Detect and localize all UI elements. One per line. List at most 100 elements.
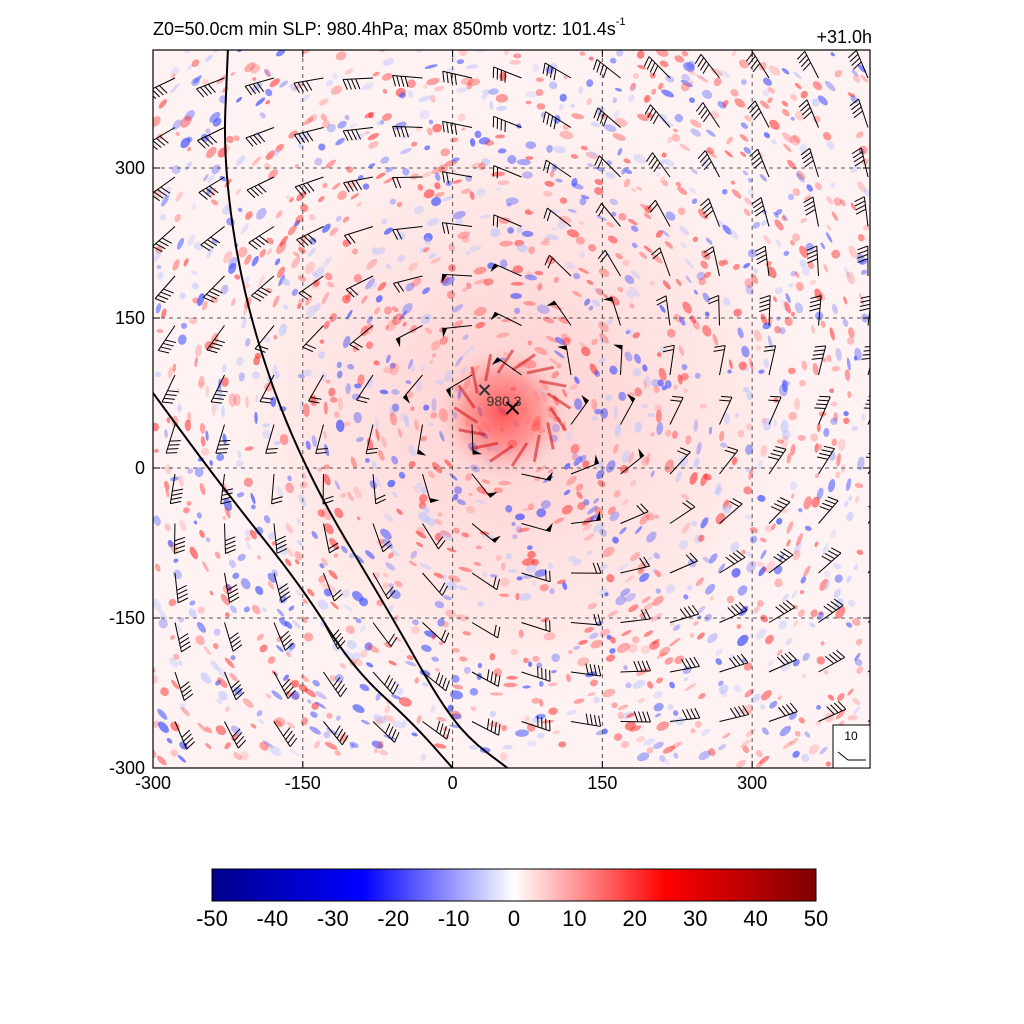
wind-barb	[422, 622, 450, 644]
vorticity-cell	[715, 513, 726, 525]
vorticity-cell	[373, 476, 382, 488]
wind-barb-feather	[158, 85, 168, 94]
wind-barb	[220, 473, 234, 505]
vorticity-cell	[375, 692, 382, 701]
wind-barb	[302, 325, 324, 353]
wind-barb	[173, 523, 186, 554]
vorticity-cell	[483, 278, 494, 286]
wind-barb	[215, 424, 231, 454]
wind-barb-feather	[770, 452, 782, 457]
vorticity-cell	[634, 353, 641, 364]
vorticity-cell	[680, 82, 690, 92]
wind-barb-feather	[650, 159, 658, 169]
wind-barb-feather	[800, 147, 811, 156]
vorticity-cell	[233, 135, 240, 142]
vorticity-cell	[722, 224, 732, 235]
wind-barb-feather	[181, 685, 191, 693]
vorticity-cell	[691, 168, 698, 175]
vorticity-cell	[475, 188, 486, 197]
vorticity-cell	[318, 98, 329, 106]
wind-barb-feather	[248, 242, 258, 250]
wind-barb-feather	[435, 536, 444, 546]
wind-barb	[492, 66, 522, 83]
vorticity-cell	[469, 191, 475, 201]
wind-barb	[265, 424, 278, 454]
vorticity-cell	[497, 148, 507, 154]
vorticity-cell	[820, 641, 825, 646]
wind-barb-feather	[174, 549, 185, 554]
vorticity-cell	[720, 689, 728, 698]
vorticity-cell	[330, 601, 339, 610]
vorticity-cell	[186, 501, 192, 506]
vorticity-cell	[604, 124, 617, 132]
vorticity-cell	[566, 229, 580, 238]
wind-barb	[392, 74, 423, 88]
vorticity-cell	[465, 250, 471, 256]
vorticity-cell	[573, 698, 585, 704]
wind-barb-shaft	[768, 396, 782, 425]
vorticity-cell	[317, 509, 325, 518]
vorticity-cell	[684, 258, 695, 269]
wind-barb	[645, 152, 671, 178]
wind-barb-shaft	[206, 325, 225, 351]
vorticity-cell	[728, 504, 733, 509]
wind-barb-feather	[764, 345, 776, 348]
eyewall-streak	[546, 392, 572, 410]
wind-barb-feather	[553, 69, 557, 81]
vorticity-cell	[368, 141, 379, 149]
vorticity-cell	[862, 224, 870, 231]
wind-barb	[349, 325, 374, 351]
vorticity-cell	[654, 514, 659, 519]
vorticity-cell	[665, 429, 672, 437]
vorticity-cell	[418, 95, 431, 103]
eyewall-streak	[496, 349, 515, 374]
vorticity-cell	[430, 704, 436, 713]
vorticity-cell	[744, 115, 752, 122]
wind-barb-shaft	[768, 448, 787, 475]
vorticity-cell	[535, 284, 544, 290]
vorticity-cell	[767, 335, 773, 349]
wind-barb-feather	[756, 258, 768, 265]
vorticity-cell	[278, 323, 288, 336]
wind-barb-feather	[670, 399, 682, 402]
vorticity-cell	[659, 646, 671, 657]
vorticity-cell	[804, 731, 811, 738]
wind-barb-feather	[703, 161, 712, 171]
vorticity-cell	[170, 749, 179, 757]
vorticity-cell	[627, 218, 638, 226]
vorticity-cell	[586, 97, 592, 106]
vorticity-cell	[359, 683, 370, 692]
vorticity-cell	[221, 377, 229, 387]
vorticity-cell	[381, 113, 393, 121]
vorticity-cell	[733, 263, 740, 271]
vorticity-cell	[589, 632, 599, 639]
wind-barb	[557, 345, 572, 376]
vorticity-cell	[262, 429, 272, 439]
wind-barb-feather	[594, 155, 600, 166]
vorticity-cell	[388, 660, 397, 666]
wind-barb-feather	[546, 210, 552, 222]
wind-barb-feather	[160, 291, 172, 297]
vorticity-cell	[613, 444, 619, 454]
vorticity-cell	[507, 155, 517, 164]
wind-barb-feather	[656, 299, 667, 306]
wind-barb-shaft	[197, 127, 225, 141]
wind-barb-feather	[170, 496, 182, 500]
wind-barb-shaft	[224, 622, 234, 652]
vorticity-cell	[402, 168, 410, 176]
vorticity-cell	[490, 692, 504, 696]
vorticity-cell	[810, 609, 818, 618]
wind-barb-feather	[209, 185, 219, 194]
vorticity-cell	[434, 172, 441, 182]
vorticity-cell	[243, 303, 249, 316]
vorticity-cell	[170, 635, 175, 640]
vorticity-cell	[739, 134, 749, 142]
wind-barb-feather	[549, 116, 554, 127]
wind-barb	[422, 671, 450, 692]
wind-barb-shaft	[471, 721, 499, 736]
vorticity-cell	[847, 391, 852, 399]
wind-barb	[203, 275, 225, 303]
wind-barb-feather	[693, 656, 700, 667]
vorticity-cell	[652, 595, 664, 606]
vorticity-cell	[744, 514, 753, 520]
